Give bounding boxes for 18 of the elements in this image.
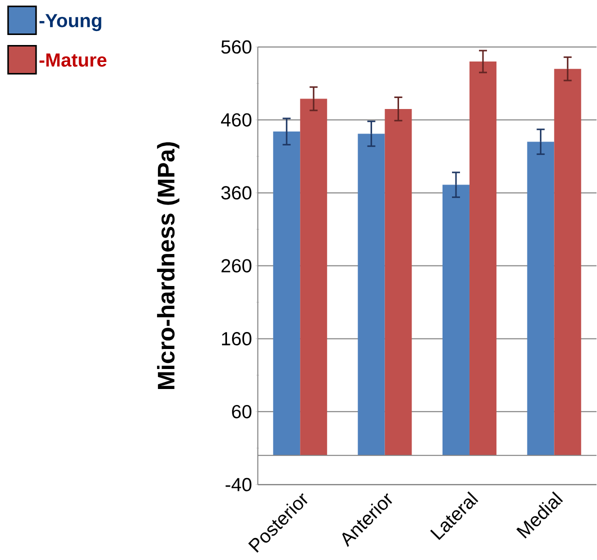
bar (554, 69, 582, 456)
y-tick-label: 60 (232, 405, 252, 419)
y-tick-label: 460 (221, 113, 252, 127)
y-tick-label: 260 (222, 259, 252, 273)
y-axis-title: Micro-hardness (MPa) (157, 142, 180, 390)
bar (469, 62, 496, 456)
legend-label: -Mature (40, 54, 106, 67)
y-tick-label: 560 (221, 40, 252, 54)
bar (300, 98, 328, 456)
bar (273, 132, 300, 456)
y-tick-label: 160 (222, 332, 252, 346)
bar (384, 109, 412, 456)
bar (358, 134, 385, 456)
y-tick-label: -40 (226, 478, 252, 492)
legend-label: -Young (40, 14, 102, 32)
bar (442, 185, 470, 456)
y-tick-label: 360 (221, 186, 252, 200)
bar (527, 142, 554, 456)
